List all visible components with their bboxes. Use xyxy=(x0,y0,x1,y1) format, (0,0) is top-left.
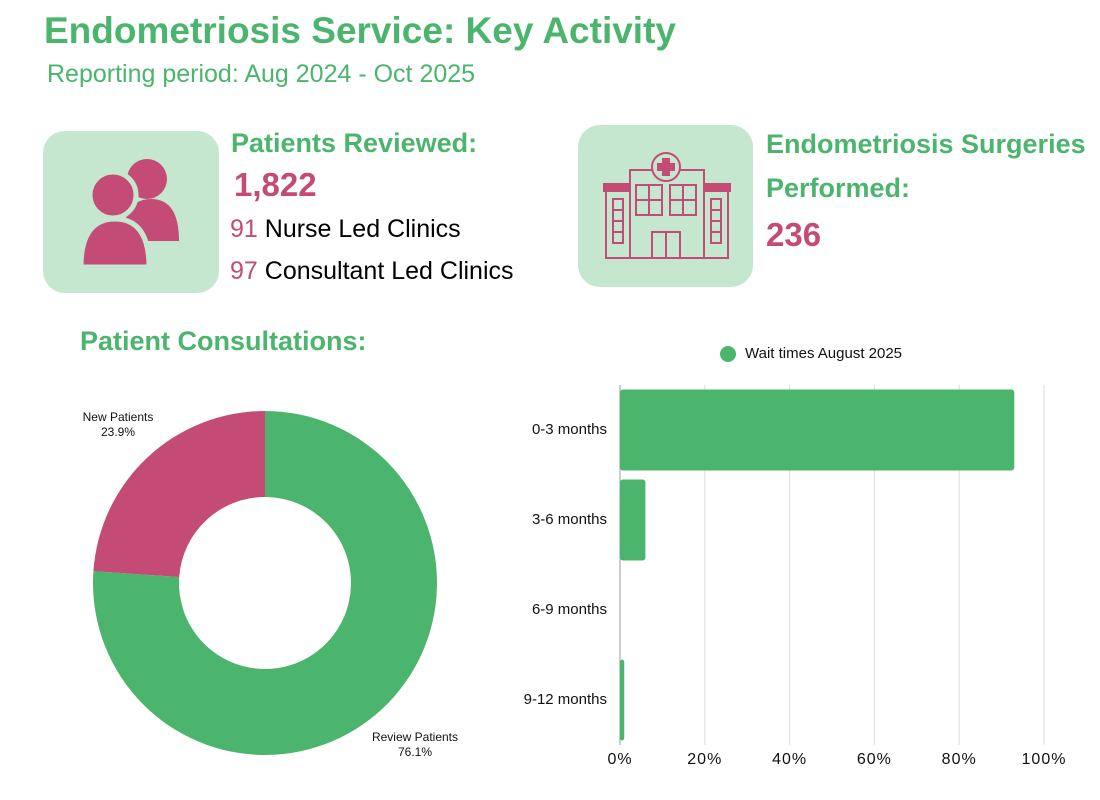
y-tick-label: 3-6 months xyxy=(532,511,607,528)
chart-title: Patient Consultations: xyxy=(80,326,367,356)
donut-slice xyxy=(93,411,266,578)
x-tick-label: 60% xyxy=(857,751,892,768)
kpi-label: Nurse Led Clinics xyxy=(264,215,461,243)
y-tick-label: 9-12 months xyxy=(524,691,607,708)
page-title: Endometriosis Service: Key Activity xyxy=(44,10,676,51)
bar xyxy=(620,479,646,561)
x-tick-label: 80% xyxy=(942,751,977,768)
slice-value-label: 76.1% xyxy=(398,745,432,759)
kpi-title: Endometriosis Surgeries Performed: xyxy=(766,129,1086,203)
hospital-icon xyxy=(603,152,731,259)
slice-label: Review Patients xyxy=(372,730,458,744)
kpi-card xyxy=(43,131,219,293)
y-tick-label: 0-3 months xyxy=(532,421,607,438)
kpi-title: Patients Reviewed: xyxy=(231,128,478,158)
slice-value-label: 23.9% xyxy=(101,425,135,439)
x-tick-label: 100% xyxy=(1022,751,1067,768)
x-tick-label: 0% xyxy=(607,751,632,768)
x-tick-label: 20% xyxy=(687,751,722,768)
page-subtitle: Reporting period: Aug 2024 - Oct 2025 xyxy=(47,60,476,88)
legend-label: Wait times August 2025 xyxy=(745,345,902,362)
kpi-card xyxy=(578,125,753,287)
bar xyxy=(620,659,625,741)
y-tick-label: 6-9 months xyxy=(532,601,607,618)
kpi-count: 91 xyxy=(230,215,258,243)
bar xyxy=(620,389,1015,471)
kpi-value: 1,822 xyxy=(234,166,317,203)
kpi-line: 97 Consultant Led Clinics xyxy=(230,257,514,286)
slice-label: New Patients xyxy=(83,410,154,424)
kpi-value: 236 xyxy=(766,216,822,253)
x-tick-label: 40% xyxy=(772,751,807,768)
legend-marker xyxy=(720,346,736,362)
donut-slice xyxy=(92,411,437,755)
people-icon xyxy=(78,159,179,270)
kpi-line: 91 Nurse Led Clinics xyxy=(230,215,461,244)
kpi-label: Consultant Led Clinics xyxy=(264,257,514,285)
kpi-count: 97 xyxy=(230,257,258,285)
